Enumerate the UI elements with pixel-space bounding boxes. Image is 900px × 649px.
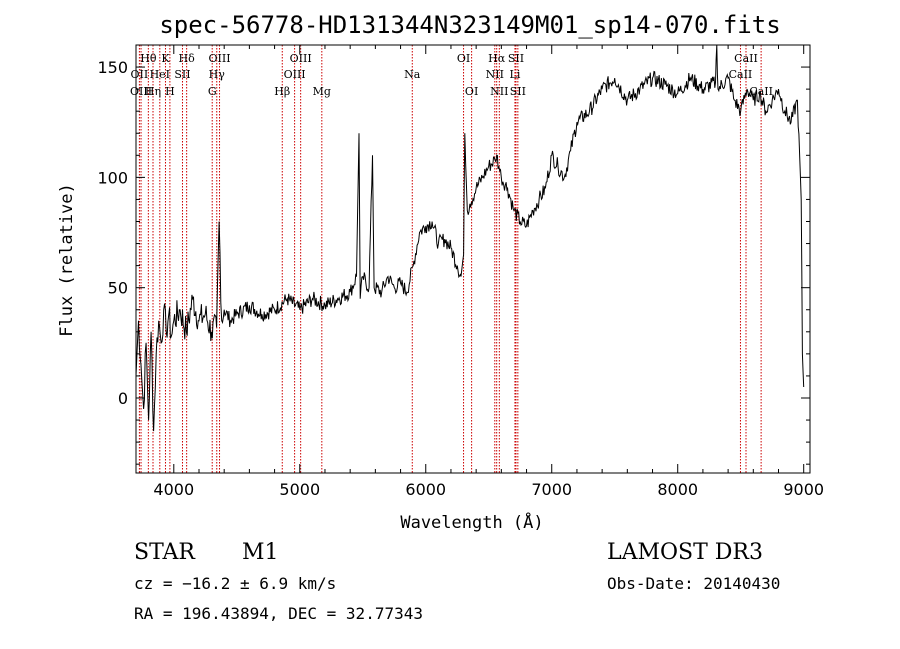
object-subclass: M1	[242, 540, 279, 565]
spectral-line-label: NII	[490, 85, 508, 98]
x-tick-label: 4000	[153, 480, 194, 499]
spectral-line-label: OIII	[284, 68, 306, 81]
y-tick-label: 150	[97, 58, 128, 77]
spectral-line-label: Hα	[488, 52, 506, 65]
spectral-line-label: CaII	[749, 85, 773, 98]
spectral-line-label: G	[208, 85, 217, 98]
x-tick-label: 6000	[405, 480, 446, 499]
spectral-line-label: OIII	[208, 52, 230, 65]
spectral-line-label: SII	[174, 68, 190, 81]
spectral-line-label: CaII	[729, 68, 753, 81]
spectral-line-label: K	[161, 52, 170, 65]
spectral-line-label: OI	[465, 85, 478, 98]
x-tick-label: 9000	[783, 480, 824, 499]
x-axis-label: Wavelength (Å)	[400, 511, 543, 533]
spectral-line-label: CaII	[734, 52, 758, 65]
spectral-line-markers	[138, 45, 762, 473]
y-tick-label: 0	[118, 389, 128, 408]
spectral-line-label: OI	[457, 52, 470, 65]
spectrum-series-line	[135, 44, 805, 432]
spectral-line-label: Hη	[145, 85, 161, 98]
x-tick-label: 5000	[279, 480, 320, 499]
y-tick-label: 50	[108, 279, 128, 298]
object-class: STAR	[134, 540, 195, 565]
spectral-line-label: Hγ	[209, 68, 226, 81]
spectral-line-label: Na	[404, 68, 421, 81]
spectral-line-label: OIII	[130, 85, 152, 98]
spectral-line-label: Hδ	[179, 52, 196, 65]
spectral-line-label: OII	[131, 68, 149, 81]
plot-frame	[135, 44, 811, 474]
coordinates: RA = 196.43894, DEC = 32.77343	[134, 604, 423, 623]
y-tick-label: 100	[97, 168, 128, 187]
survey-name: LAMOST DR3	[607, 540, 763, 565]
y-axis: 0 50 100 150	[97, 44, 810, 465]
spectral-line-label: Li	[510, 68, 521, 81]
spectral-line-label: H	[165, 85, 175, 98]
spectral-line-label: Hβ	[274, 85, 290, 98]
y-axis-label: Flux (relative)	[57, 183, 77, 337]
x-axis: 4000 5000 6000 7000 8000 9000	[153, 45, 824, 499]
spectral-line-label: SII	[508, 52, 524, 65]
spectral-line-label: SII	[510, 85, 526, 98]
spectral-line-label: Hθ	[140, 52, 157, 65]
spectral-line-labels: Hθ OII OIII K HeI Hη SII H Hδ OIII Hγ G Hβ OIII OIII Mg…	[130, 52, 773, 98]
spectral-line-label: Mg	[313, 85, 331, 98]
spectral-line-label: NII	[486, 68, 504, 81]
spectral-line-label: OIII	[290, 52, 312, 65]
x-tick-label: 7000	[531, 480, 572, 499]
x-tick-label: 8000	[657, 480, 698, 499]
spectrum-chart: spec-56778-HD131344N323149M01_sp14-070.f…	[57, 11, 824, 533]
spectral-line-label: HeI	[150, 68, 170, 81]
redshift-velocity: cz = −16.2 ± 6.9 km/s	[134, 574, 337, 593]
observation-date: Obs-Date: 20140430	[607, 574, 781, 593]
chart-title: spec-56778-HD131344N323149M01_sp14-070.f…	[159, 11, 780, 39]
